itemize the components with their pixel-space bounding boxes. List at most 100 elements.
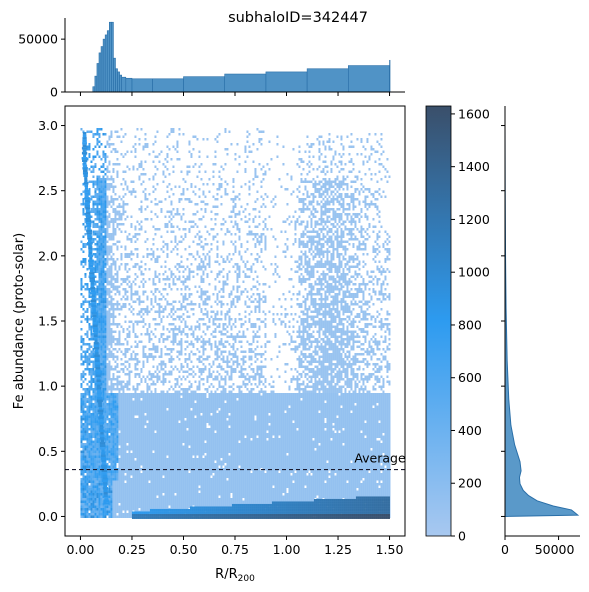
heat-cell bbox=[182, 478, 185, 481]
heat-cell bbox=[172, 460, 175, 463]
heat-cell bbox=[160, 405, 163, 408]
heat-cell bbox=[116, 275, 119, 278]
heat-cell bbox=[148, 445, 151, 448]
heat-cell bbox=[174, 385, 177, 388]
heat-cell bbox=[180, 218, 183, 221]
heat-cell bbox=[146, 443, 149, 446]
heat-cell bbox=[168, 173, 171, 176]
heat-cell bbox=[188, 415, 191, 418]
heat-cell bbox=[100, 315, 103, 318]
heat-cell bbox=[114, 470, 117, 473]
heat-cell bbox=[100, 513, 103, 516]
heat-cell bbox=[190, 453, 193, 456]
heat-cell bbox=[182, 395, 185, 398]
heat-cell bbox=[110, 263, 113, 266]
heat-cell bbox=[188, 368, 191, 371]
heat-cell bbox=[98, 345, 101, 348]
heat-cell bbox=[166, 190, 169, 193]
heat-cell bbox=[112, 225, 115, 228]
heat-cell bbox=[98, 225, 101, 228]
heat-cell bbox=[124, 153, 127, 156]
heat-cell bbox=[150, 308, 153, 311]
heat-cell bbox=[154, 203, 157, 206]
heat-cell bbox=[150, 348, 153, 351]
heat-cell bbox=[116, 303, 119, 306]
heat-cell bbox=[112, 510, 115, 513]
heat-cell bbox=[106, 458, 109, 461]
heat-cell bbox=[98, 203, 101, 206]
heat-cell bbox=[132, 458, 135, 461]
heat-cell bbox=[106, 220, 109, 223]
heat-cell bbox=[156, 228, 159, 231]
heat-cell bbox=[152, 418, 155, 421]
heat-cell bbox=[146, 405, 149, 408]
heat-cell bbox=[114, 185, 117, 188]
heat-cell bbox=[138, 455, 141, 458]
heat-cell bbox=[152, 365, 155, 368]
heat-cell bbox=[178, 413, 181, 416]
heat-cell bbox=[114, 260, 117, 263]
heat-cell bbox=[110, 510, 113, 513]
heat-cell bbox=[172, 128, 175, 131]
heat-cell bbox=[174, 505, 177, 508]
heat-cell bbox=[136, 275, 139, 278]
heat-cell bbox=[136, 435, 139, 438]
heat-cell bbox=[112, 473, 115, 476]
heat-cell bbox=[126, 400, 129, 403]
heat-cell bbox=[146, 408, 149, 411]
heat-cell bbox=[120, 415, 123, 418]
heat-cell bbox=[170, 395, 173, 398]
heat-cell bbox=[88, 433, 91, 436]
heat-cell bbox=[186, 425, 189, 428]
heat-cell bbox=[138, 418, 141, 421]
heat-cell bbox=[120, 413, 123, 416]
heat-cell bbox=[158, 413, 161, 416]
heat-cell bbox=[118, 465, 121, 468]
heat-cell bbox=[94, 233, 97, 236]
heat-cell bbox=[150, 460, 153, 463]
heat-cell bbox=[102, 183, 105, 186]
heat-cell bbox=[108, 420, 111, 423]
heat-cell bbox=[152, 415, 155, 418]
heat-cell bbox=[100, 223, 103, 226]
heat-cell bbox=[80, 293, 83, 296]
heat-cell bbox=[106, 328, 109, 331]
heat-cell bbox=[144, 268, 147, 271]
heat-cell bbox=[110, 458, 113, 461]
heat-cell bbox=[140, 400, 143, 403]
heat-cell bbox=[96, 460, 99, 463]
heat-cell bbox=[130, 150, 133, 153]
heat-cell bbox=[96, 433, 99, 436]
heat-cell bbox=[170, 470, 173, 473]
heat-cell bbox=[84, 243, 87, 246]
heat-cell bbox=[90, 370, 93, 373]
heat-cell bbox=[170, 373, 173, 376]
heat-cell bbox=[180, 288, 183, 291]
heat-cell bbox=[142, 353, 145, 356]
heat-cell bbox=[84, 423, 87, 426]
heat-cell bbox=[102, 200, 105, 203]
heat-cell bbox=[146, 438, 149, 441]
heat-cell bbox=[116, 435, 119, 438]
heat-cell bbox=[146, 508, 149, 511]
heat-cell bbox=[118, 203, 121, 206]
heat-cell bbox=[104, 240, 107, 243]
heat-cell bbox=[122, 483, 125, 486]
heat-cell bbox=[88, 400, 91, 403]
heat-cell bbox=[172, 328, 175, 331]
heat-cell bbox=[98, 330, 101, 333]
heat-cell bbox=[82, 418, 85, 421]
heat-cell bbox=[110, 340, 113, 343]
heat-cell bbox=[142, 458, 145, 461]
heat-cell bbox=[112, 408, 115, 411]
heat-cell bbox=[112, 218, 115, 221]
heat-cell bbox=[100, 475, 103, 478]
heat-cell bbox=[88, 418, 91, 421]
heat-cell bbox=[84, 513, 87, 516]
heat-cell bbox=[104, 258, 107, 261]
heat-cell bbox=[136, 445, 139, 448]
heat-cell bbox=[120, 215, 123, 218]
heat-cell bbox=[110, 350, 113, 353]
heat-cell bbox=[188, 398, 191, 401]
heat-cell bbox=[92, 348, 95, 351]
